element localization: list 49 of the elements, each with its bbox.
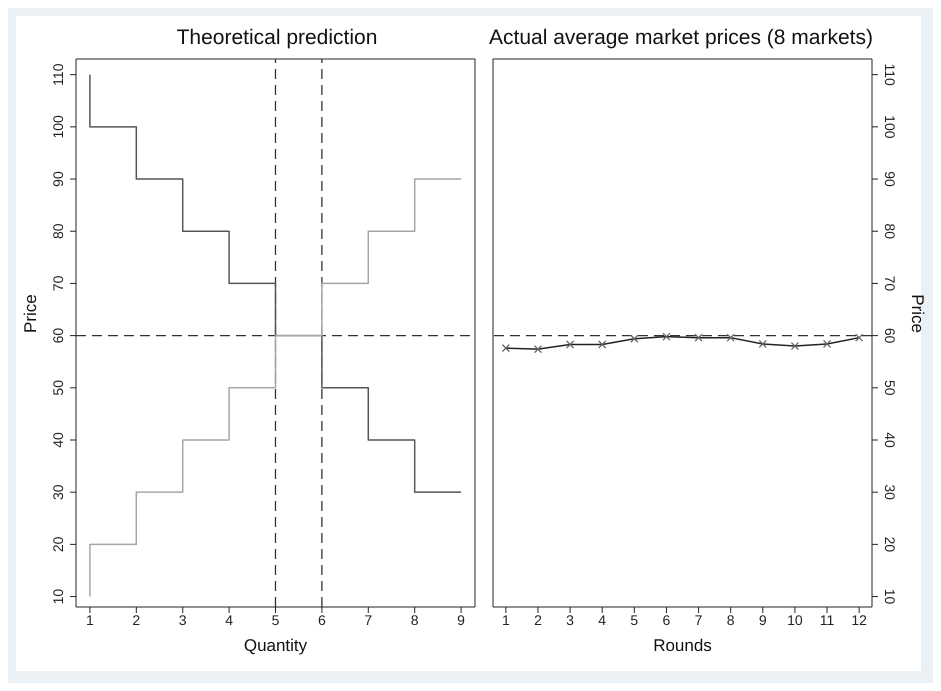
chart-title: Actual average market prices (8 markets) <box>488 26 874 51</box>
y-tick-label: 60 <box>50 328 66 344</box>
y-axis-title: Price <box>21 294 40 333</box>
y-tick-label: 20 <box>50 536 66 552</box>
x-tick-label: 1 <box>86 612 94 628</box>
y2-tick-label: 20 <box>882 536 898 552</box>
y-tick-label: 110 <box>50 63 66 86</box>
x-tick-label: 1 <box>502 612 510 628</box>
y2-tick-label: 100 <box>882 115 898 139</box>
x-tick-label: 5 <box>630 612 638 628</box>
x-tick-label: 9 <box>457 612 466 628</box>
x-tick-label: 2 <box>534 612 542 628</box>
y-tick-label: 70 <box>50 275 66 292</box>
x-tick-label: 4 <box>225 612 234 628</box>
y2-tick-label: 40 <box>882 432 898 448</box>
x-tick-label: 7 <box>364 612 372 628</box>
y2-tick-label: 50 <box>882 380 898 396</box>
y2-axis-title: Price <box>908 294 927 333</box>
y2-tick-label: 80 <box>882 223 898 240</box>
x-tick-label: 8 <box>410 612 419 628</box>
x-axis-title: Quantity <box>244 636 308 655</box>
x-tick-label: 6 <box>318 612 326 628</box>
x-tick-label: 10 <box>787 612 803 628</box>
y2-tick-label: 30 <box>882 484 898 500</box>
y-tick-label: 40 <box>50 432 66 448</box>
y2-tick-label: 90 <box>882 171 898 188</box>
y-tick-label: 100 <box>50 114 66 139</box>
x-tick-label: 3 <box>178 612 187 628</box>
x-tick-label: 5 <box>272 612 280 628</box>
x-tick-label: 6 <box>662 612 671 628</box>
x-tick-label: 9 <box>758 612 767 628</box>
y2-tick-label: 70 <box>882 276 898 292</box>
x-tick-label: 3 <box>566 612 574 628</box>
x-tick-label: 11 <box>820 612 835 628</box>
y-tick-label: 90 <box>50 171 66 187</box>
x-tick-label: 4 <box>598 612 606 628</box>
x-tick-label: 2 <box>132 612 140 628</box>
chart-title: Theoretical prediction <box>176 26 378 51</box>
y2-tick-label: 110 <box>882 63 898 86</box>
y-tick-label: 30 <box>50 484 66 500</box>
y-tick-label: 80 <box>50 223 66 240</box>
x-tick-label: 12 <box>851 612 868 628</box>
y2-tick-label: 60 <box>882 328 898 344</box>
x-tick-label: 7 <box>694 612 703 628</box>
x-axis-title: Rounds <box>653 636 712 655</box>
x-tick-label: 8 <box>726 612 735 628</box>
y-tick-label: 50 <box>50 380 66 396</box>
y2-tick-label: 10 <box>882 588 898 605</box>
y-tick-label: 10 <box>50 588 66 604</box>
